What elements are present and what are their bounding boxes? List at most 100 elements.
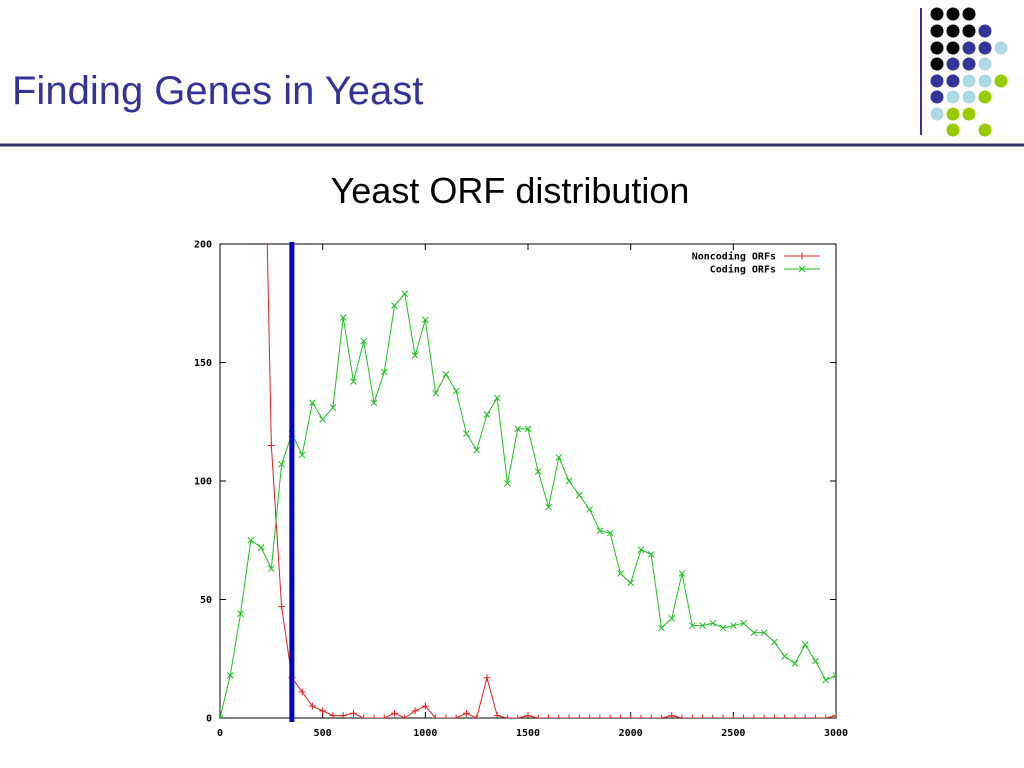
point bbox=[781, 653, 789, 660]
point bbox=[380, 714, 388, 718]
point bbox=[524, 712, 532, 718]
point bbox=[637, 546, 645, 554]
series-line bbox=[220, 292, 836, 718]
y-tick-label: 0 bbox=[206, 714, 212, 725]
x-tick-label: 2500 bbox=[721, 728, 745, 739]
point bbox=[339, 314, 347, 321]
point bbox=[596, 714, 604, 718]
point bbox=[627, 579, 635, 587]
point bbox=[452, 387, 460, 395]
deco-dot bbox=[978, 90, 992, 104]
point bbox=[267, 565, 275, 573]
point bbox=[657, 714, 665, 718]
deco-dot bbox=[946, 24, 960, 38]
point bbox=[801, 714, 809, 718]
point bbox=[617, 570, 624, 577]
point bbox=[740, 714, 748, 718]
point bbox=[329, 712, 337, 718]
point bbox=[616, 714, 624, 718]
point bbox=[319, 707, 327, 715]
point bbox=[514, 714, 522, 718]
point bbox=[545, 714, 553, 718]
point bbox=[524, 425, 532, 433]
point bbox=[473, 446, 481, 454]
legend-marker bbox=[798, 265, 806, 273]
point bbox=[483, 411, 491, 418]
point bbox=[565, 477, 573, 485]
point bbox=[463, 430, 470, 437]
point bbox=[432, 714, 440, 718]
deco-dot bbox=[930, 7, 944, 21]
deco-dot bbox=[930, 24, 944, 38]
slide-title: Finding Genes in Yeast bbox=[12, 69, 423, 113]
deco-dot bbox=[930, 74, 944, 88]
deco-dot bbox=[946, 57, 960, 71]
x-tick-label: 3000 bbox=[824, 728, 848, 739]
point bbox=[226, 671, 234, 679]
point bbox=[278, 461, 285, 468]
point bbox=[719, 624, 727, 632]
x-tick-label: 1000 bbox=[413, 728, 437, 739]
point bbox=[637, 714, 645, 718]
point bbox=[493, 712, 501, 718]
plot-frame bbox=[219, 243, 837, 719]
deco-dot bbox=[962, 24, 976, 38]
point bbox=[401, 714, 409, 718]
y-tick-label: 100 bbox=[194, 477, 212, 488]
decoration bbox=[930, 7, 1008, 137]
point bbox=[452, 714, 460, 718]
point bbox=[503, 714, 511, 718]
point bbox=[596, 527, 604, 535]
point bbox=[360, 337, 368, 345]
point bbox=[760, 629, 768, 637]
point bbox=[534, 468, 542, 475]
point bbox=[534, 714, 542, 718]
point bbox=[729, 622, 737, 629]
point bbox=[308, 702, 316, 710]
point bbox=[586, 506, 593, 513]
deco-dot bbox=[962, 107, 976, 121]
point bbox=[391, 709, 399, 717]
point bbox=[606, 529, 614, 537]
point bbox=[329, 404, 337, 411]
point bbox=[514, 425, 522, 433]
point bbox=[658, 624, 665, 632]
point bbox=[709, 619, 717, 627]
x-tick-label: 1500 bbox=[516, 728, 540, 739]
chart-title: Yeast ORF distribution bbox=[331, 170, 690, 211]
plot-area bbox=[220, 244, 836, 718]
point bbox=[627, 714, 635, 718]
point bbox=[555, 714, 563, 718]
point bbox=[462, 709, 470, 717]
point bbox=[791, 660, 799, 667]
y-tick-label: 200 bbox=[194, 240, 212, 251]
point bbox=[442, 714, 450, 718]
point bbox=[380, 368, 388, 376]
point bbox=[257, 544, 265, 551]
point bbox=[473, 714, 481, 718]
point bbox=[812, 657, 819, 665]
point bbox=[370, 714, 378, 718]
x-tick-label: 0 bbox=[217, 728, 223, 739]
point bbox=[822, 714, 830, 718]
point bbox=[309, 399, 316, 407]
legend-label: Coding ORFs bbox=[710, 264, 776, 276]
deco-dot bbox=[978, 24, 992, 38]
y-tick-label: 50 bbox=[200, 595, 212, 606]
deco-dot bbox=[962, 41, 976, 55]
point bbox=[401, 290, 409, 298]
point bbox=[699, 714, 707, 718]
deco-dot bbox=[962, 74, 976, 88]
deco-dot bbox=[946, 107, 960, 121]
point bbox=[504, 480, 511, 487]
point bbox=[298, 688, 306, 696]
x-tick-label: 2000 bbox=[619, 728, 643, 739]
point bbox=[699, 622, 706, 629]
point bbox=[267, 441, 275, 449]
point bbox=[709, 714, 717, 718]
point bbox=[740, 619, 747, 627]
point bbox=[688, 622, 696, 629]
point bbox=[483, 674, 491, 682]
deco-dot bbox=[946, 7, 960, 21]
